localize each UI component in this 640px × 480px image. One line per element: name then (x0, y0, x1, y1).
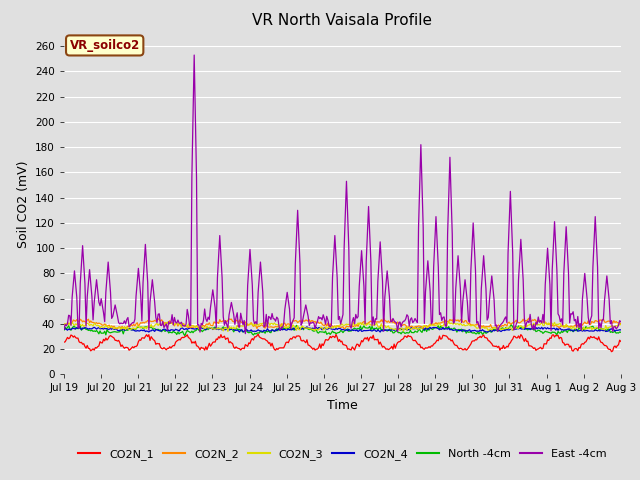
X-axis label: Time: Time (327, 399, 358, 412)
Y-axis label: Soil CO2 (mV): Soil CO2 (mV) (17, 160, 29, 248)
Title: VR North Vaisala Profile: VR North Vaisala Profile (252, 13, 433, 28)
Legend: CO2N_1, CO2N_2, CO2N_3, CO2N_4, North -4cm, East -4cm: CO2N_1, CO2N_2, CO2N_3, CO2N_4, North -4… (74, 444, 611, 464)
Text: VR_soilco2: VR_soilco2 (70, 39, 140, 52)
